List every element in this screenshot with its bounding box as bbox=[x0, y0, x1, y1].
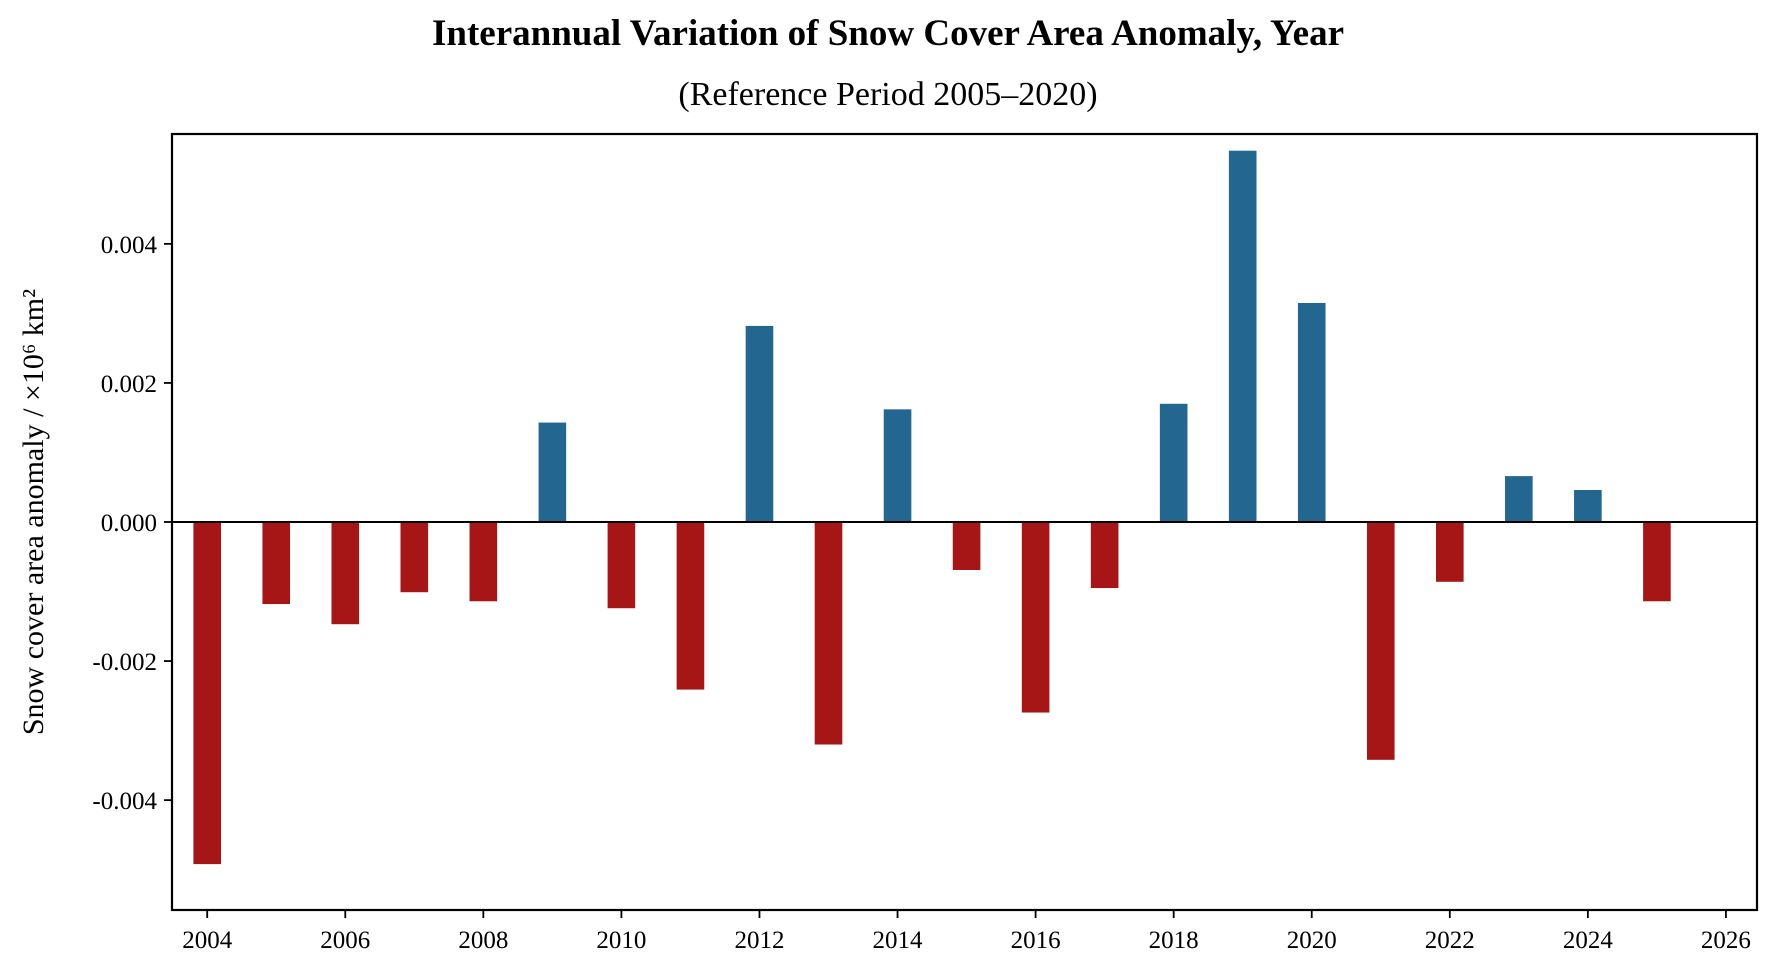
bar-2017 bbox=[1090, 522, 1119, 589]
x-tick-label-2014: 2014 bbox=[873, 927, 924, 954]
x-tick-label-2010: 2010 bbox=[596, 927, 646, 954]
bar-2009 bbox=[538, 422, 567, 522]
bars-group bbox=[193, 150, 1671, 865]
bar-2010 bbox=[607, 522, 636, 609]
y-tick-label--0.002: -0.002 bbox=[92, 649, 157, 676]
bar-2015 bbox=[952, 522, 981, 570]
bar-2018 bbox=[1159, 403, 1188, 522]
bar-2024 bbox=[1574, 490, 1602, 522]
bar-2014 bbox=[883, 409, 912, 522]
y-axis: -0.004 -0.002 0.000 0.002 0.004 bbox=[92, 232, 172, 815]
bar-2012 bbox=[745, 325, 774, 522]
bar-2007 bbox=[400, 522, 429, 593]
bar-2021 bbox=[1366, 522, 1395, 760]
bar-2011 bbox=[676, 522, 705, 690]
bar-2023 bbox=[1505, 476, 1533, 522]
x-tick-label-2024: 2024 bbox=[1563, 927, 1614, 954]
x-tick-label-2008: 2008 bbox=[458, 927, 508, 954]
bar-2020 bbox=[1297, 302, 1326, 522]
x-tick-label-2020: 2020 bbox=[1287, 927, 1337, 954]
chart-title: Interannual Variation of Snow Cover Area… bbox=[431, 13, 1345, 54]
bar-2016 bbox=[1021, 522, 1050, 713]
y-tick-label--0.004: -0.004 bbox=[92, 788, 157, 815]
x-axis: 2004 2006 2008 2010 2012 2014 2016 2018 2020 2022… bbox=[182, 910, 1751, 954]
x-tick-label-2016: 2016 bbox=[1011, 927, 1061, 954]
chart-subtitle: (Reference Period 2005–2020) bbox=[678, 76, 1098, 113]
x-tick-label-2012: 2012 bbox=[734, 927, 784, 954]
x-tick-label-2018: 2018 bbox=[1149, 927, 1199, 954]
y-tick-label-0.002: 0.002 bbox=[101, 371, 157, 398]
x-tick-label-2004: 2004 bbox=[182, 927, 233, 954]
bar-2019 bbox=[1228, 150, 1257, 522]
bar-2005 bbox=[262, 522, 291, 605]
bar-2022 bbox=[1435, 522, 1464, 582]
x-tick-label-2026: 2026 bbox=[1701, 927, 1751, 954]
y-tick-label-0.000: 0.000 bbox=[101, 510, 157, 537]
x-tick-label-2022: 2022 bbox=[1425, 927, 1475, 954]
bar-2004 bbox=[193, 522, 222, 865]
x-tick-label-2006: 2006 bbox=[320, 927, 370, 954]
bar-2008 bbox=[469, 522, 498, 602]
bar-2006 bbox=[331, 522, 360, 625]
y-tick-label-0.004: 0.004 bbox=[101, 232, 158, 259]
bar-2013 bbox=[814, 522, 843, 745]
bar-2025 bbox=[1643, 522, 1671, 602]
y-axis-label: Snow cover area anomaly / ×10⁶ km² bbox=[17, 289, 50, 735]
